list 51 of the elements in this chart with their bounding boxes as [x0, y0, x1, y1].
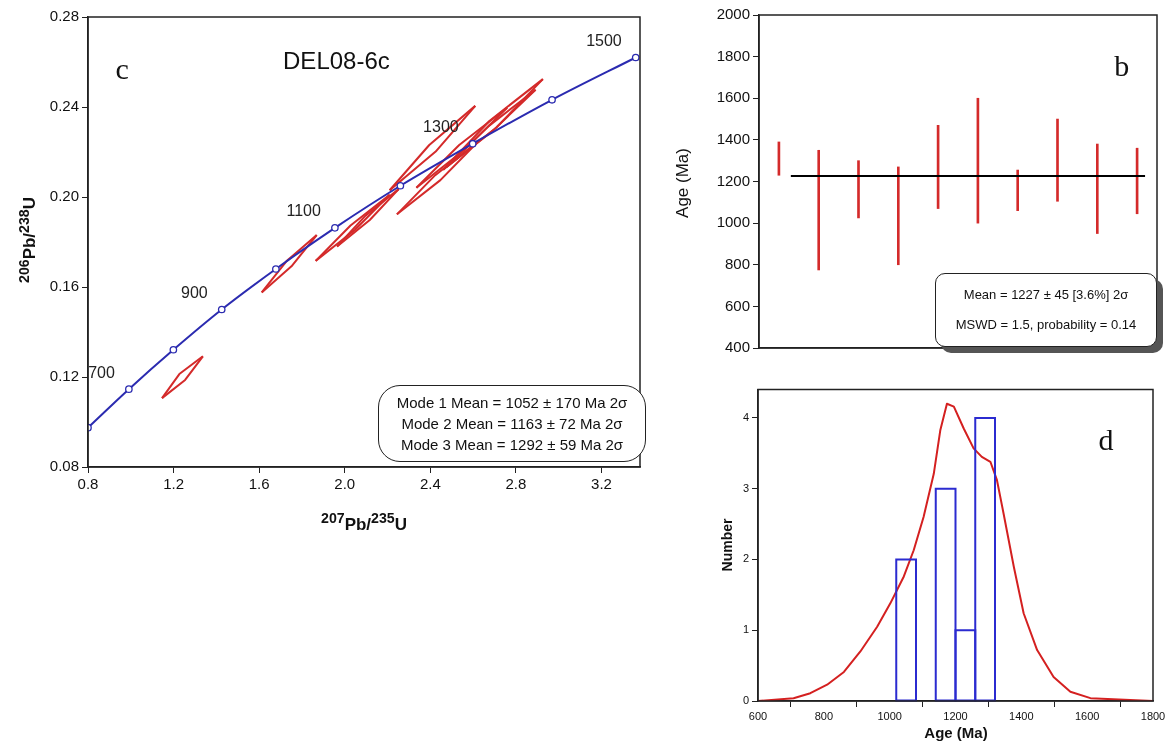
y-tick-label: 600	[724, 296, 750, 314]
y-tick-label: 0.08	[49, 457, 79, 475]
x-tick-label: 2.0	[334, 475, 356, 493]
y-tick-label: 1200	[716, 171, 750, 189]
y-tick-label: 2000	[716, 5, 750, 23]
annotation: MSWD = 1.5, probability = 0.14	[954, 316, 1138, 334]
x-tick-label: 1600	[1074, 709, 1100, 722]
y-tick-label: 800	[724, 254, 750, 272]
annotation: 1100	[286, 202, 321, 220]
annotation: c	[115, 51, 129, 85]
y-tick-label: 0.12	[49, 367, 79, 385]
y-axis-title: Number	[719, 518, 735, 572]
annotation: Mode 1 Mean = 1052 ± 170 Ma 2σ	[395, 393, 629, 413]
annotation: Mode 3 Mean = 1292 ± 59 Ma 2σ	[399, 435, 625, 455]
y-tick-label: 0.16	[49, 277, 79, 295]
x-tick-label: 800	[814, 709, 834, 722]
y-tick-label: 1000	[716, 213, 750, 231]
x-tick-label: 3.2	[591, 475, 612, 493]
x-axis-title: $^{207}$Pb/$^{235}$U	[321, 510, 407, 535]
y-tick-label: 0.20	[49, 187, 79, 205]
y-tick-label: 1	[742, 623, 749, 636]
y-tick-label: 0	[742, 694, 749, 707]
y-tick-label: 4	[742, 410, 749, 423]
y-tick-label: 1400	[716, 130, 750, 148]
y-tick-label: 0.24	[49, 97, 79, 115]
x-tick-label: 0.8	[77, 475, 99, 493]
y-axis-title: Age (Ma)	[673, 148, 693, 218]
x-tick-label: 2.8	[505, 475, 527, 493]
y-tick-label: 1600	[716, 88, 750, 106]
y-tick-label: 0.28	[49, 7, 79, 25]
annotation: b	[1114, 49, 1130, 83]
y-tick-label: 1800	[716, 46, 750, 64]
y-tick-label: 3	[742, 481, 749, 494]
annotation: 900	[181, 283, 208, 301]
x-tick-label: 2.4	[419, 475, 441, 493]
x-tick-label: 1800	[1140, 709, 1166, 722]
annotation: Mean = 1227 ± 45 [3.6%] 2σ	[962, 286, 1130, 304]
annotation: 700	[88, 363, 115, 381]
annotation: 1500	[586, 31, 622, 49]
x-tick-label: 1.6	[248, 475, 270, 493]
x-tick-label: 1.2	[163, 475, 185, 493]
x-tick-label: 1000	[877, 709, 902, 722]
x-tick-label: 1200	[943, 709, 968, 722]
y-tick-label: 2	[742, 552, 749, 565]
y-tick-label: 400	[724, 338, 750, 356]
text-box: Mode 1 Mean = 1052 ± 170 Ma 2σ Mode 2 Mean = 1163 ± 72 Ma 2σ Mode 3 Mean = 1292 ± 59 Ma 2σ	[378, 385, 646, 462]
annotation: Mode 2 Mean = 1163 ± 72 Ma 2σ	[400, 414, 624, 434]
x-axis-title: Age (Ma)	[924, 724, 988, 741]
x-tick-label: 1400	[1009, 709, 1034, 722]
text: DEL08-6c	[283, 46, 390, 74]
annotation: d	[1098, 423, 1114, 457]
